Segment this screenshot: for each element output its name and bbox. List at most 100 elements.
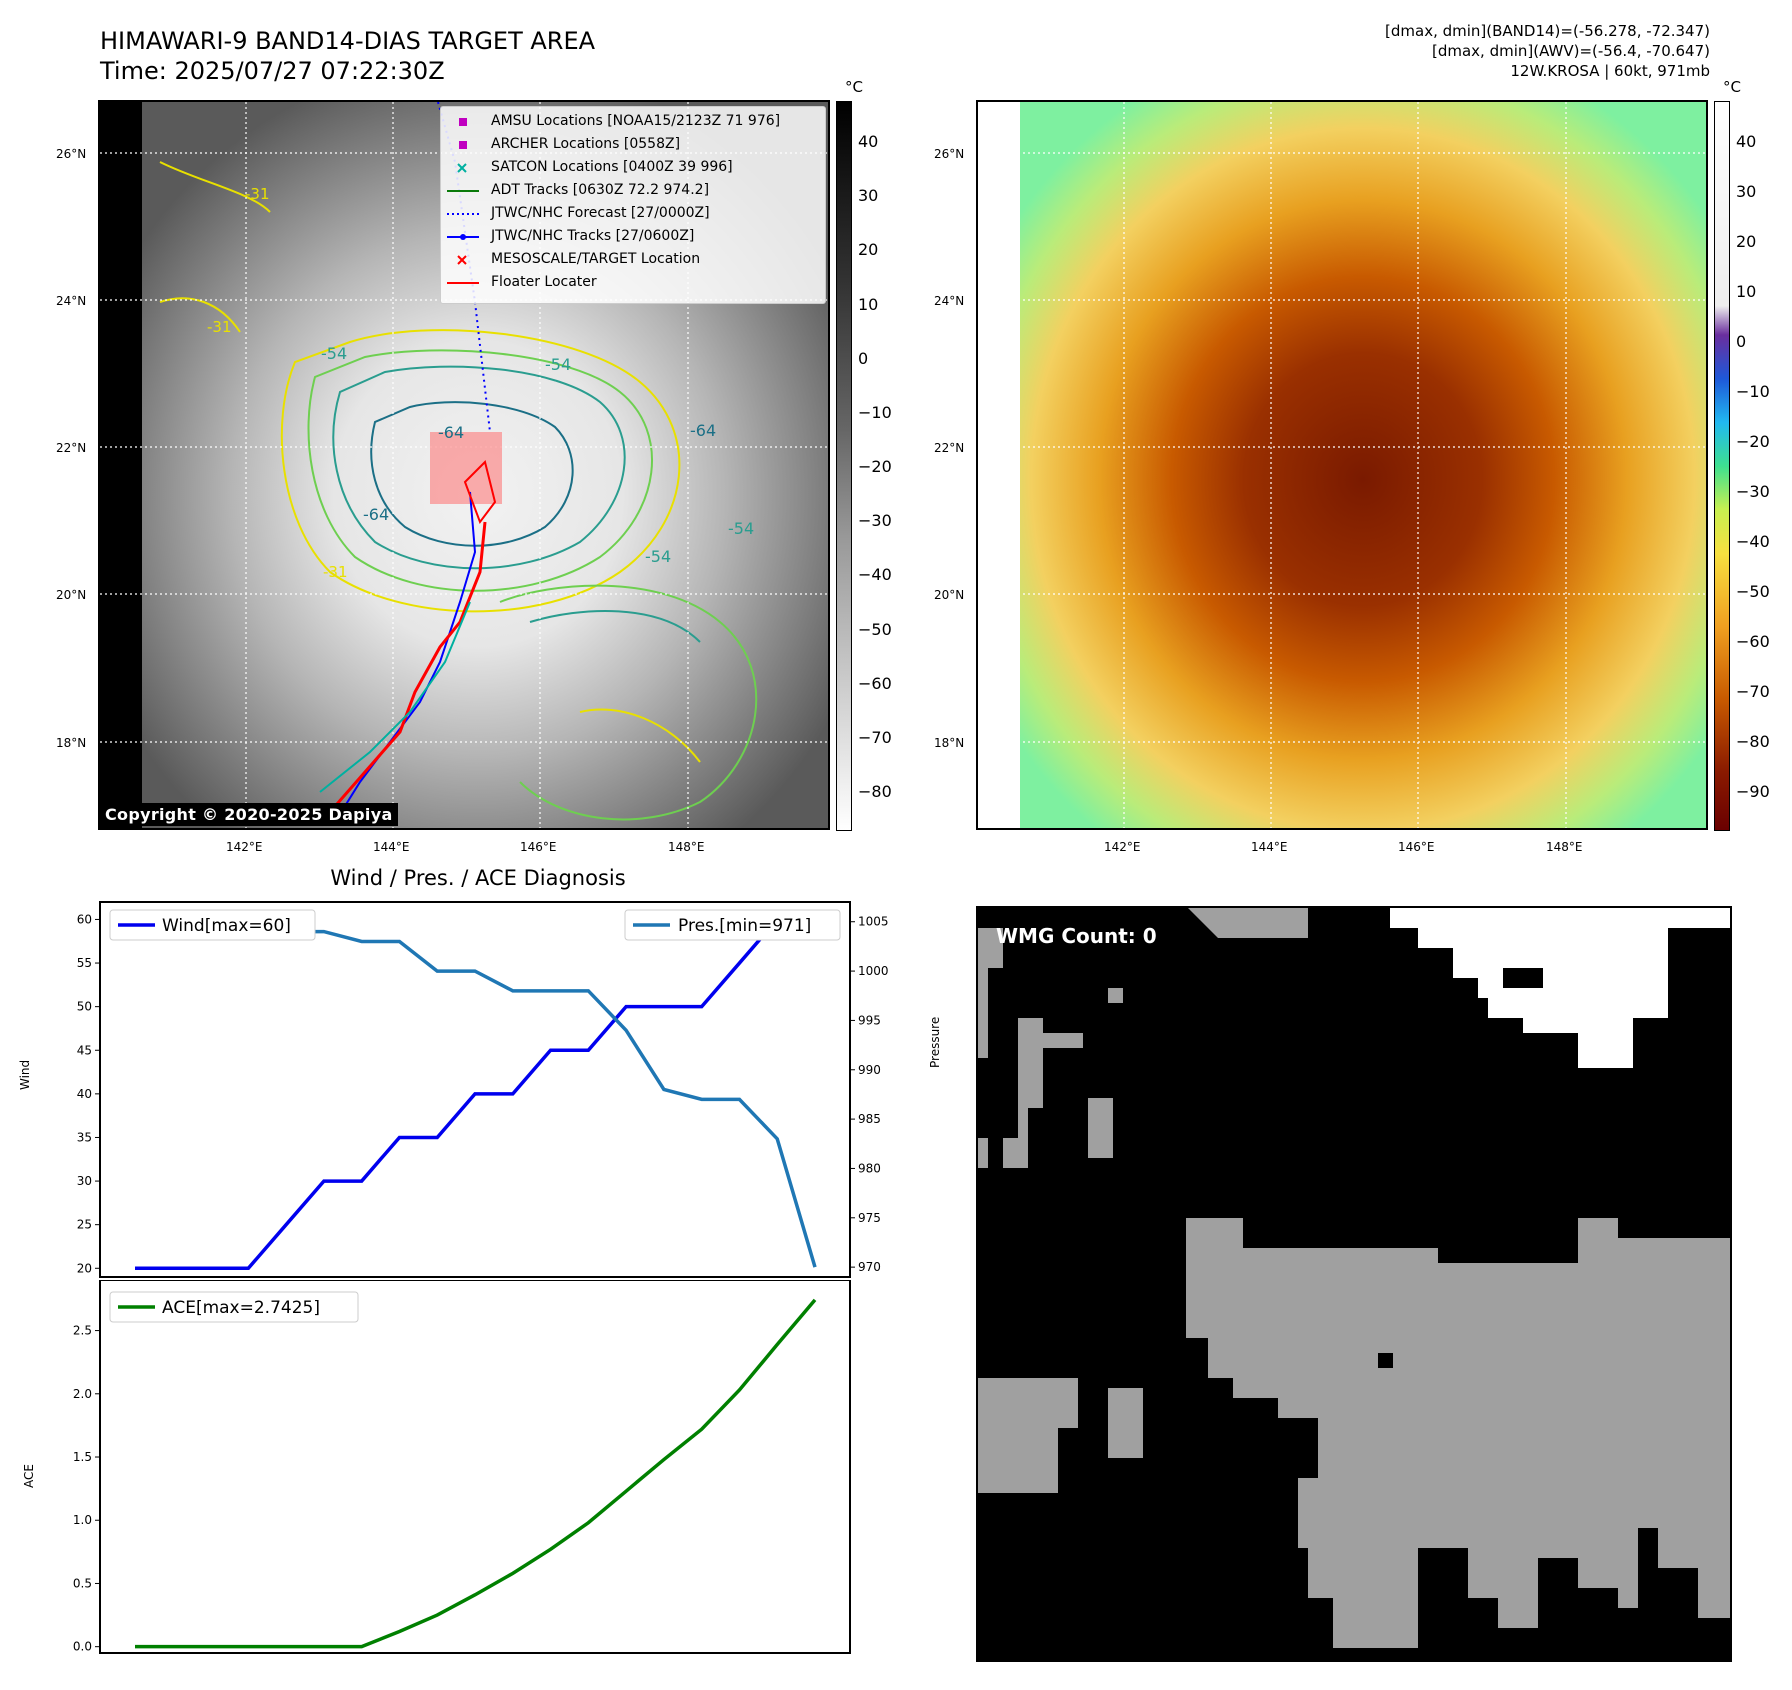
y-right-tick-label: 1005 [858,915,889,929]
y-tick-label: 25 [77,1218,92,1232]
lon-label: 146°E [520,840,557,854]
legend-marker [459,118,467,126]
legend-label-amsu: AMSU Locations [NOAA15/2123Z 71 976] [491,113,781,129]
chart-title: Wind / Pres. / ACE Diagnosis [330,866,626,890]
colorbar-tick-label: −20 [858,457,892,476]
legend-label-satcon: SATCON Locations [0400Z 39 996] [491,159,733,175]
band14-map: -31 -31 -54 -54 -64 -64 -64 -54 -54 -31 … [98,100,830,830]
svg-text:-64: -64 [363,505,389,524]
colorbar-right-unit: °C [1723,78,1741,96]
legend-label-forecast: JTWC/NHC Forecast [27/0000Z] [491,205,710,221]
colorbar-tick-label: −50 [1736,582,1770,601]
colorbar-tick-label: −70 [1736,682,1770,701]
colorbar-tick-label: −30 [858,511,892,531]
colorbar-tick-label: −60 [858,673,892,693]
y-right-tick-label: 990 [858,1063,881,1077]
lon-label: 142°E [1104,840,1141,854]
y-tick-label: 45 [77,1043,92,1057]
lat-label: 18°N [56,736,87,750]
legend-marker [459,141,467,149]
svg-text:-31: -31 [207,318,232,336]
colorbar-tick-label: −30 [1736,482,1770,501]
series-line [135,910,817,1268]
legend-label-target: MESOSCALE/TARGET Location [491,251,701,267]
svg-text:-54: -54 [645,547,671,566]
y-tick-label: 30 [77,1174,92,1188]
y-tick-label: 1.5 [73,1450,92,1464]
legend-marker [457,255,467,265]
y-tick-label: 40 [77,1087,92,1101]
info-line-2: [dmax, dmin](AWV)=(-56.4, -70.647) [1431,42,1710,60]
y-right-tick-label: 995 [858,1013,881,1027]
svg-text:-31: -31 [323,563,348,581]
colorbar-tick-label: −40 [1736,532,1770,551]
lon-label: 146°E [1398,840,1435,854]
series-line [135,1298,817,1649]
legend-label-archer: ARCHER Locations [0558Z] [491,136,681,152]
ace-axis-label: ACE [22,1464,36,1488]
map-legend: AMSU Locations [NOAA15/2123Z 71 976] ARC… [440,106,826,304]
legend-label: Wind[max=60] [162,916,291,936]
lon-label: 148°E [668,840,705,854]
colorbar-tick-label: −10 [1736,382,1770,401]
colorbar-tick-label: −50 [858,619,892,639]
y-tick-label: 0.0 [73,1640,92,1654]
svg-text:-54: -54 [321,344,347,363]
lon-label: 144°E [373,840,410,854]
colorbar-left-unit: °C [845,78,863,96]
y-right-tick-label: 985 [858,1112,881,1126]
legend-label-floater: Floater Locater [491,274,597,290]
contour-labels: -31 -31 -54 -54 -64 -64 -64 -54 -54 -31 [207,185,754,581]
colorbar-tick-label: −60 [1736,632,1770,651]
title-line-2: Time: 2025/07/27 07:22:30Z [100,57,445,85]
colorbar-tick-label: 30 [858,186,879,206]
lat-label: 24°N [56,294,87,308]
legend-marker [447,234,479,240]
colorbar-tick-label: −10 [858,402,892,422]
lat-label: 26°N [934,147,965,161]
colorbar-tick-label: 30 [1736,182,1757,201]
lat-label: 22°N [934,441,965,455]
colorbar-left [836,101,852,831]
plot-frame [99,901,851,1278]
y-tick-label: 0.5 [73,1576,92,1590]
colorbar-tick-label: 40 [1736,132,1757,151]
y-right-tick-label: 1000 [858,964,889,978]
y-tick-label: 20 [77,1261,92,1275]
legend-box [624,909,841,941]
lat-label: 18°N [934,736,965,750]
lat-label: 20°N [934,588,965,602]
info-line-1: [dmax, dmin](BAND14)=(-56.278, -72.347) [1385,22,1710,40]
colorbar-tick-label: 10 [1736,282,1757,301]
lat-label: 24°N [934,294,965,308]
lon-label: 144°E [1251,840,1288,854]
colorbar-tick-label: −20 [1736,432,1770,451]
colorbar-right [1714,101,1730,831]
colorbar-tick-label: −70 [858,727,892,747]
legend-label-tracks: JTWC/NHC Tracks [27/0600Z] [491,228,695,244]
copyright-label: Copyright © 2020-2025 Dapiya [100,803,398,826]
legend-box [109,909,316,941]
colorbar-tick-label: −80 [1736,732,1770,751]
y-tick-label: 60 [77,912,92,926]
y-tick-label: 2.5 [73,1324,92,1338]
lon-label: 148°E [1546,840,1583,854]
legend-label-adt: ADT Tracks [0630Z 72.2 974.2] [491,182,710,198]
colorbar-tick-label: 10 [858,294,879,314]
colorbar-tick-label: 0 [1736,332,1747,351]
colorbar-tick-label: −80 [858,782,892,801]
lat-label: 26°N [56,147,87,161]
colorbar-tick-label: 20 [1736,232,1757,251]
y-tick-label: 1.0 [73,1513,92,1527]
y-tick-label: 2.0 [73,1387,92,1401]
colorbar-tick-label: 40 [858,132,879,151]
legend-label: ACE[max=2.7425] [162,1298,320,1318]
y-tick-label: 35 [77,1130,92,1144]
svg-text:-54: -54 [545,355,571,374]
ace-chart: 0.0 0.5 1.0 1.5 2.0 2.5 ACE[max=2.7425] [73,1280,851,1654]
series-line [135,917,815,1271]
wind-axis-label: Wind [18,1059,32,1090]
svg-text:-31: -31 [245,185,270,203]
plot-frame [99,1280,851,1654]
legend-label: Pres.[min=971] [678,916,811,936]
